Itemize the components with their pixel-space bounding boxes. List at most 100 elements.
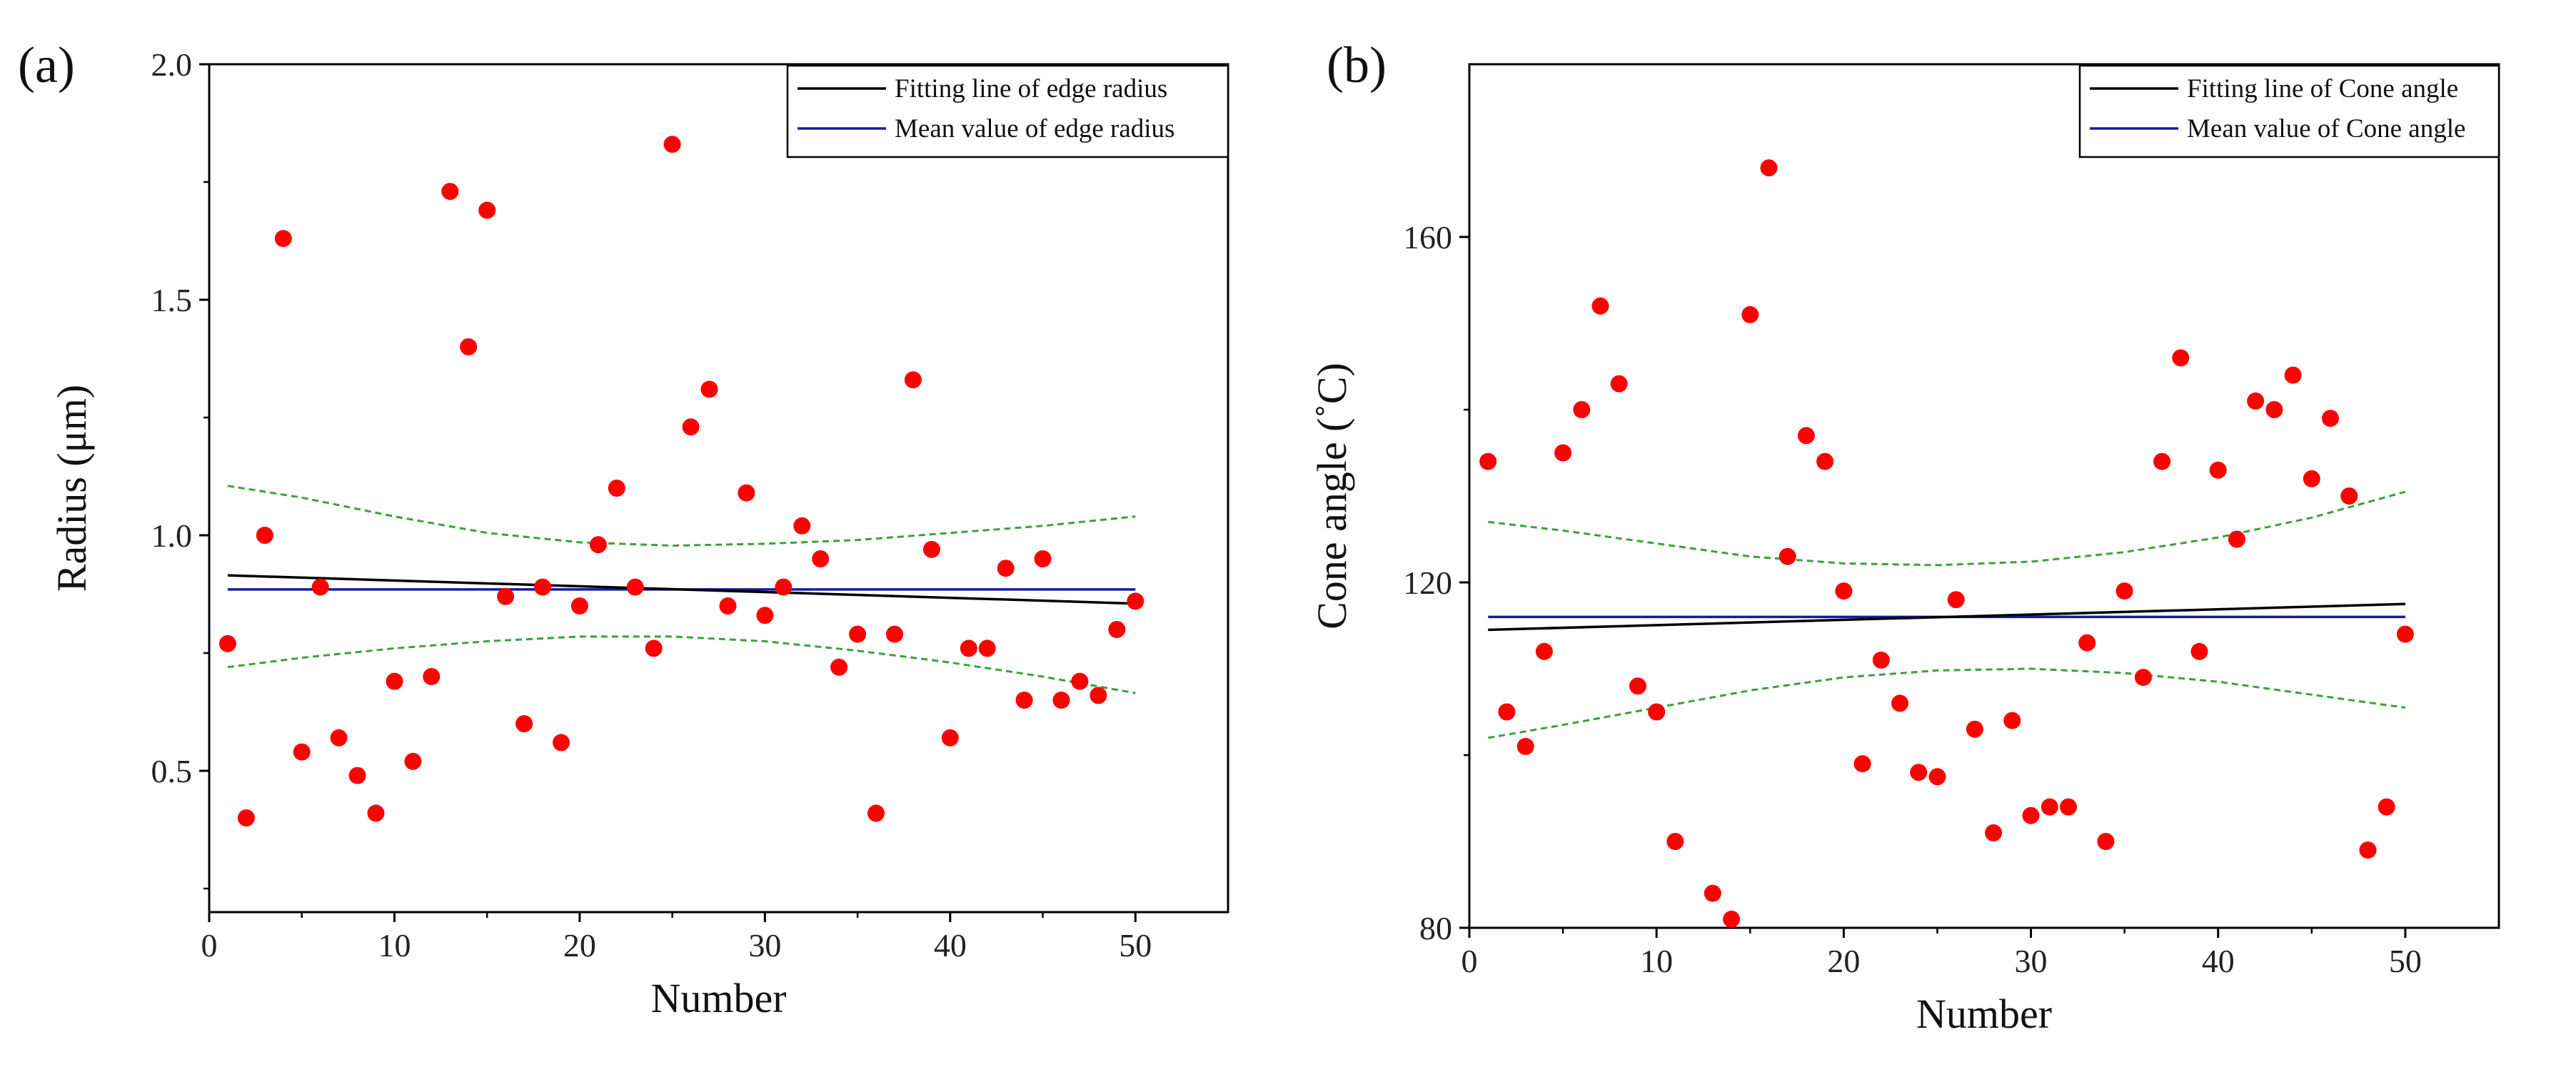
data-point	[460, 338, 478, 355]
data-point	[2097, 833, 2115, 850]
x-tick-label: 0	[201, 927, 218, 964]
x-tick-label: 40	[934, 927, 967, 964]
data-point	[367, 804, 385, 822]
data-point	[1835, 582, 1853, 600]
data-point	[608, 480, 625, 497]
data-point	[2228, 530, 2245, 548]
x-tick-label: 0	[1461, 943, 1478, 979]
y-tick-label: 0.5	[151, 753, 193, 789]
plot-frame	[1468, 63, 2500, 929]
data-point	[1015, 692, 1033, 709]
data-point	[1479, 452, 1497, 470]
data-point	[2265, 401, 2283, 418]
data-point	[1741, 305, 1759, 323]
data-point	[348, 767, 366, 784]
data-point	[1648, 703, 1666, 721]
confidence-band-lower	[1487, 667, 2406, 739]
x-axis-label: Number	[650, 975, 786, 1021]
data-point	[1872, 651, 1890, 669]
data-point	[1554, 444, 1572, 462]
legend-entry: Fitting line of edge radius	[895, 74, 1167, 103]
data-point	[478, 201, 496, 219]
data-point	[1985, 824, 2003, 841]
data-point	[2322, 410, 2339, 428]
data-point	[886, 625, 903, 643]
data-point	[1966, 720, 1983, 738]
data-point	[2041, 798, 2058, 816]
data-point	[2247, 392, 2265, 410]
data-point	[1797, 427, 1815, 445]
data-point	[1127, 592, 1144, 610]
data-point	[2284, 366, 2302, 384]
legend-entry: Mean value of edge radius	[895, 114, 1174, 143]
data-point	[830, 658, 848, 676]
x-tick-label: 40	[2202, 943, 2235, 979]
data-point	[1778, 547, 1796, 565]
data-point	[441, 183, 459, 201]
data-point	[1535, 642, 1553, 660]
data-point	[626, 578, 644, 596]
data-point	[1891, 694, 1908, 712]
y-tick-label: 160	[1403, 219, 1452, 256]
data-point	[645, 639, 663, 657]
data-point	[256, 527, 273, 544]
panel-label: (b)	[1327, 36, 1387, 93]
data-point	[1610, 375, 1628, 393]
data-point	[775, 578, 793, 596]
legend-box	[2078, 64, 2500, 158]
data-point	[960, 639, 977, 657]
data-point	[1090, 687, 1107, 704]
y-axis-label: Radius (μm)	[49, 385, 95, 592]
x-tick-label: 30	[748, 927, 781, 964]
data-point	[2022, 806, 2040, 824]
data-point	[1516, 737, 1534, 755]
data-point	[1666, 833, 1684, 850]
data-point	[497, 587, 515, 605]
data-point	[1910, 764, 1928, 782]
data-point	[2209, 461, 2227, 479]
data-point	[1108, 621, 1126, 638]
data-point	[2340, 487, 2358, 505]
x-tick-label: 10	[1640, 943, 1673, 979]
data-point	[553, 734, 570, 752]
data-point	[589, 536, 607, 554]
data-point	[237, 809, 255, 826]
data-point	[1629, 677, 1646, 695]
data-point	[1052, 692, 1070, 709]
data-point	[1498, 703, 1516, 721]
data-point	[2396, 625, 2414, 643]
data-point	[1591, 297, 1609, 315]
legend-entry: Mean value of Cone angle	[2187, 114, 2465, 143]
data-point	[756, 607, 774, 625]
data-point	[330, 729, 348, 747]
data-point	[423, 668, 441, 685]
y-tick-label: 1.5	[151, 282, 193, 318]
panel-label: (a)	[18, 36, 75, 93]
x-tick-label: 10	[378, 927, 411, 964]
data-point	[1760, 159, 1778, 177]
data-point	[2172, 349, 2190, 367]
data-point	[1071, 672, 1089, 690]
data-point	[404, 752, 422, 770]
data-point	[700, 380, 718, 398]
data-point	[2115, 582, 2133, 600]
data-point	[515, 715, 533, 732]
data-point	[1704, 884, 1721, 902]
data-point	[812, 550, 830, 567]
data-point	[570, 597, 588, 615]
y-tick-label: 80	[1419, 910, 1452, 946]
data-point	[2359, 841, 2377, 859]
data-point	[1853, 755, 1871, 773]
x-tick-label: 50	[2389, 943, 2422, 979]
data-point	[2153, 452, 2171, 470]
data-point	[2378, 798, 2395, 816]
data-point	[2190, 642, 2208, 660]
data-point	[534, 578, 551, 596]
confidence-band-upper	[1488, 490, 2406, 567]
data-point	[1928, 768, 1946, 786]
data-point	[2003, 712, 2021, 729]
y-tick-label: 2.0	[151, 46, 193, 83]
chart-panel-a: 0 10 20 30 40 50 0.5 1.0 1.5 2.0 Number Radius (μm)…	[18, 36, 1229, 1021]
